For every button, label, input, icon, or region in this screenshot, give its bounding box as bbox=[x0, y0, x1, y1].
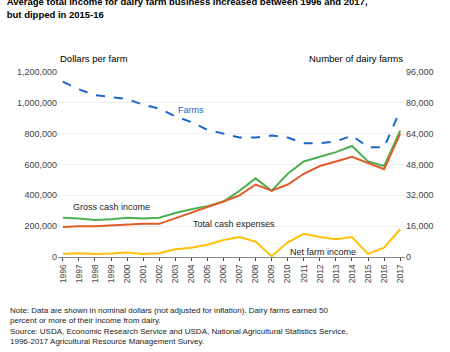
svg-text:2013: 2013 bbox=[331, 264, 341, 283]
svg-text:2005: 2005 bbox=[202, 264, 212, 283]
svg-text:2014: 2014 bbox=[347, 264, 357, 283]
svg-text:400,000: 400,000 bbox=[24, 190, 57, 200]
svg-text:2016: 2016 bbox=[379, 264, 389, 283]
svg-text:2002: 2002 bbox=[154, 264, 164, 283]
svg-text:0: 0 bbox=[52, 252, 57, 262]
svg-text:0: 0 bbox=[406, 252, 411, 262]
svg-text:Farms: Farms bbox=[178, 105, 204, 115]
svg-text:2015: 2015 bbox=[363, 264, 373, 283]
svg-text:2010: 2010 bbox=[282, 264, 292, 283]
svg-text:200,000: 200,000 bbox=[24, 221, 57, 231]
svg-text:32,000: 32,000 bbox=[406, 190, 434, 200]
svg-text:1996: 1996 bbox=[58, 264, 68, 283]
svg-text:Number of dairy farms: Number of dairy farms bbox=[309, 53, 403, 64]
svg-text:1999: 1999 bbox=[106, 264, 116, 283]
svg-text:2009: 2009 bbox=[266, 264, 276, 283]
svg-text:1,200,000: 1,200,000 bbox=[17, 67, 57, 77]
svg-text:2001: 2001 bbox=[138, 264, 148, 283]
svg-text:Total cash expenses: Total cash expenses bbox=[193, 219, 275, 229]
svg-text:Average total income for dairy: Average total income for dairy farm busi… bbox=[7, 0, 368, 20]
svg-text:Gross cash income: Gross cash income bbox=[73, 202, 150, 212]
svg-text:1998: 1998 bbox=[90, 264, 100, 283]
svg-text:80,000: 80,000 bbox=[406, 98, 434, 108]
svg-text:2007: 2007 bbox=[234, 264, 244, 283]
svg-text:800,000: 800,000 bbox=[24, 129, 57, 139]
svg-text:2000: 2000 bbox=[122, 264, 132, 283]
svg-text:16,000: 16,000 bbox=[406, 221, 434, 231]
svg-text:2003: 2003 bbox=[170, 264, 180, 283]
svg-text:1,000,000: 1,000,000 bbox=[17, 98, 57, 108]
svg-text:Note: Data are shown in nomina: Note: Data are shown in nominal dollars … bbox=[10, 306, 348, 346]
svg-text:2004: 2004 bbox=[186, 264, 196, 283]
svg-text:2006: 2006 bbox=[218, 264, 228, 283]
svg-text:96,000: 96,000 bbox=[406, 67, 434, 77]
svg-text:2012: 2012 bbox=[315, 264, 325, 283]
svg-text:1997: 1997 bbox=[74, 264, 84, 283]
svg-text:2017: 2017 bbox=[395, 264, 405, 283]
svg-text:48,000: 48,000 bbox=[406, 160, 434, 170]
svg-text:Dollars per farm: Dollars per farm bbox=[60, 53, 128, 64]
svg-text:64,000: 64,000 bbox=[406, 129, 434, 139]
svg-text:2008: 2008 bbox=[250, 264, 260, 283]
svg-text:600,000: 600,000 bbox=[24, 160, 57, 170]
svg-text:Net farm income: Net farm income bbox=[290, 247, 356, 257]
svg-text:2011: 2011 bbox=[299, 264, 309, 283]
